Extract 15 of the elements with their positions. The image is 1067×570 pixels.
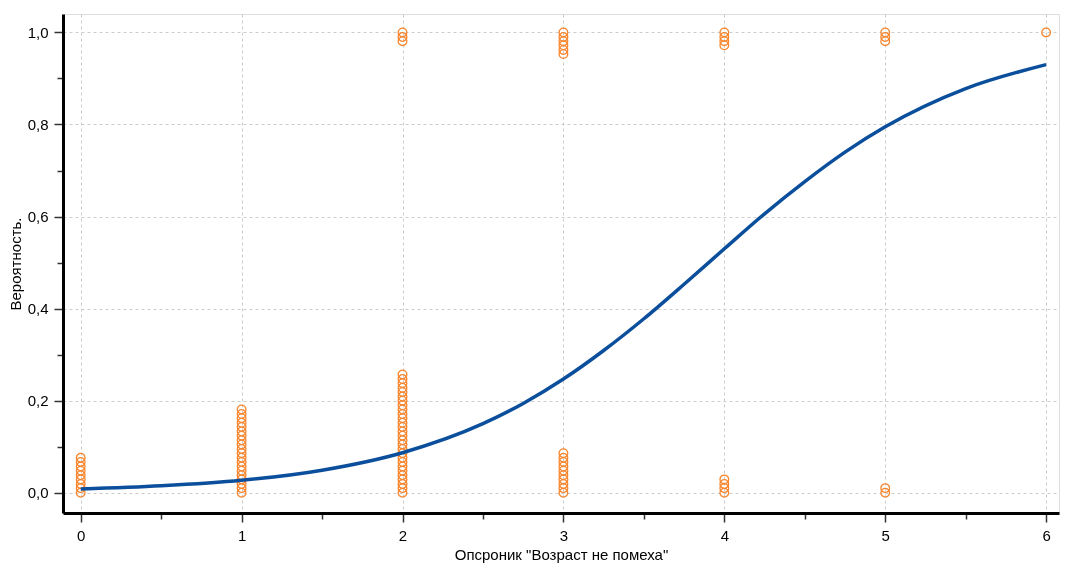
x-tick-label: 5 (881, 526, 890, 544)
x-axis-title: Опсроник "Возраст не помеха" (454, 545, 669, 563)
x-tick-label: 3 (559, 526, 569, 544)
y-tick-label: 0,8 (27, 115, 49, 133)
y-tick-label: 0,0 (27, 484, 49, 502)
y-tick-label: 0,6 (27, 208, 49, 226)
x-tick-label: 2 (398, 526, 408, 544)
y-tick-label: 0,2 (27, 392, 49, 410)
x-tick-label: 0 (77, 526, 86, 544)
x-tick-label: 4 (720, 526, 729, 544)
y-tick-label: 1,0 (27, 23, 49, 41)
y-tick-label: 0,4 (27, 300, 49, 318)
x-tick-label: 1 (237, 526, 247, 544)
y-axis-title: Вероятность. (6, 217, 24, 311)
x-tick-label: 6 (1042, 526, 1051, 544)
